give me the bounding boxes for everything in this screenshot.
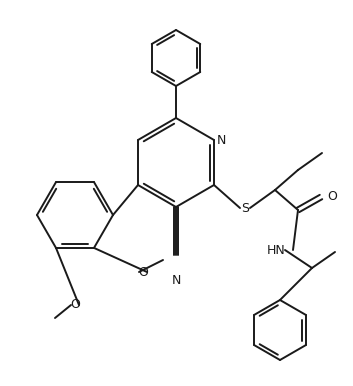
Text: O: O [70, 298, 80, 312]
Text: HN: HN [266, 244, 285, 257]
Text: O: O [327, 191, 337, 203]
Text: N: N [171, 274, 181, 287]
Text: O: O [138, 266, 148, 279]
Text: N: N [217, 134, 226, 147]
Text: S: S [241, 201, 249, 215]
